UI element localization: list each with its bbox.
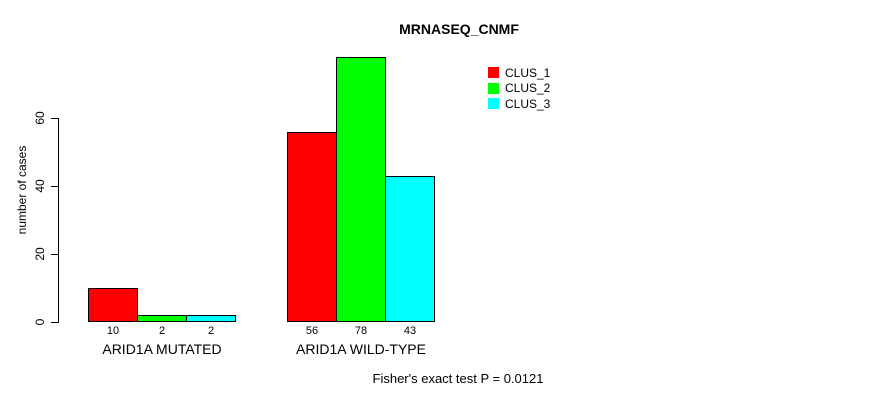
y-tick-label-40: 40 bbox=[33, 179, 47, 193]
legend-row: CLUS_2 bbox=[488, 81, 550, 97]
bar-clus_1-group1 bbox=[88, 288, 138, 322]
bar-clus_1-group2 bbox=[287, 131, 337, 322]
y-tick-label-60: 60 bbox=[33, 111, 47, 125]
y-tick-0 bbox=[51, 322, 58, 323]
legend-swatch-clus_1 bbox=[488, 67, 499, 79]
legend-label-clus_3: CLUS_3 bbox=[505, 96, 551, 111]
y-tick-label-20: 20 bbox=[33, 247, 47, 261]
legend-label-clus_2: CLUS_2 bbox=[505, 81, 551, 96]
annotation-text: Fisher's exact test P = 0.0121 bbox=[372, 371, 544, 386]
bar-value-label: 2 bbox=[158, 325, 166, 337]
y-tick-20 bbox=[51, 254, 58, 255]
y-tick-40 bbox=[51, 186, 58, 187]
bar-value-label: 2 bbox=[207, 325, 215, 337]
bar-clus_2-group1 bbox=[137, 315, 187, 322]
bar-value-label: 56 bbox=[305, 325, 319, 337]
y-axis-line bbox=[58, 118, 59, 323]
chart-title: MRNASEQ_CNMF bbox=[399, 21, 519, 37]
x-category-label-2: ARID1A WILD-TYPE bbox=[296, 341, 426, 357]
bar-clus_2-group2 bbox=[336, 56, 386, 322]
bar-value-label: 43 bbox=[403, 325, 417, 337]
bar-value-label: 78 bbox=[354, 325, 368, 337]
bar-clus_3-group2 bbox=[385, 175, 435, 322]
legend-row: CLUS_3 bbox=[488, 96, 550, 112]
legend-row: CLUS_1 bbox=[488, 65, 550, 81]
legend-swatch-clus_3 bbox=[488, 98, 499, 110]
y-tick-60 bbox=[51, 118, 58, 119]
legend-swatch-clus_2 bbox=[488, 82, 499, 94]
y-axis-label: number of cases bbox=[15, 145, 29, 235]
legend-label-clus_1: CLUS_1 bbox=[505, 65, 551, 80]
bar-value-label: 10 bbox=[106, 325, 120, 337]
legend: CLUS_1 CLUS_2 CLUS_3 bbox=[488, 65, 550, 112]
bar-clus_3-group1 bbox=[186, 315, 236, 322]
y-tick-label-0: 0 bbox=[33, 318, 47, 326]
x-category-label-1: ARID1A MUTATED bbox=[102, 341, 222, 357]
